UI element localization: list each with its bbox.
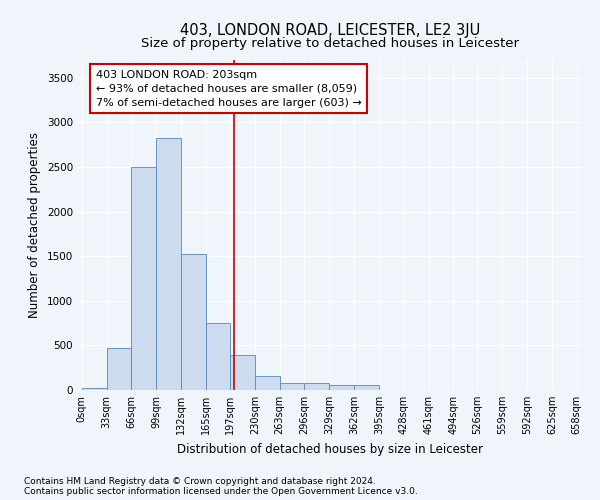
Y-axis label: Number of detached properties: Number of detached properties — [28, 132, 41, 318]
Bar — [181, 254, 206, 390]
Text: Size of property relative to detached houses in Leicester: Size of property relative to detached ho… — [141, 37, 519, 50]
Bar — [131, 167, 156, 390]
Bar — [156, 138, 181, 390]
Bar — [354, 385, 379, 390]
Text: 403 LONDON ROAD: 203sqm
← 93% of detached houses are smaller (8,059)
7% of semi-: 403 LONDON ROAD: 203sqm ← 93% of detache… — [95, 70, 361, 108]
Text: Contains HM Land Registry data © Crown copyright and database right 2024.: Contains HM Land Registry data © Crown c… — [24, 477, 376, 486]
Bar — [280, 383, 304, 390]
X-axis label: Distribution of detached houses by size in Leicester: Distribution of detached houses by size … — [177, 442, 483, 456]
Text: Contains public sector information licensed under the Open Government Licence v3: Contains public sector information licen… — [24, 487, 418, 496]
Bar — [82, 388, 107, 390]
Bar — [304, 383, 329, 390]
Bar — [206, 323, 230, 390]
Bar — [329, 385, 354, 390]
Bar — [230, 355, 255, 390]
Bar — [255, 376, 280, 390]
Bar — [107, 348, 131, 390]
Text: 403, LONDON ROAD, LEICESTER, LE2 3JU: 403, LONDON ROAD, LEICESTER, LE2 3JU — [180, 22, 480, 38]
